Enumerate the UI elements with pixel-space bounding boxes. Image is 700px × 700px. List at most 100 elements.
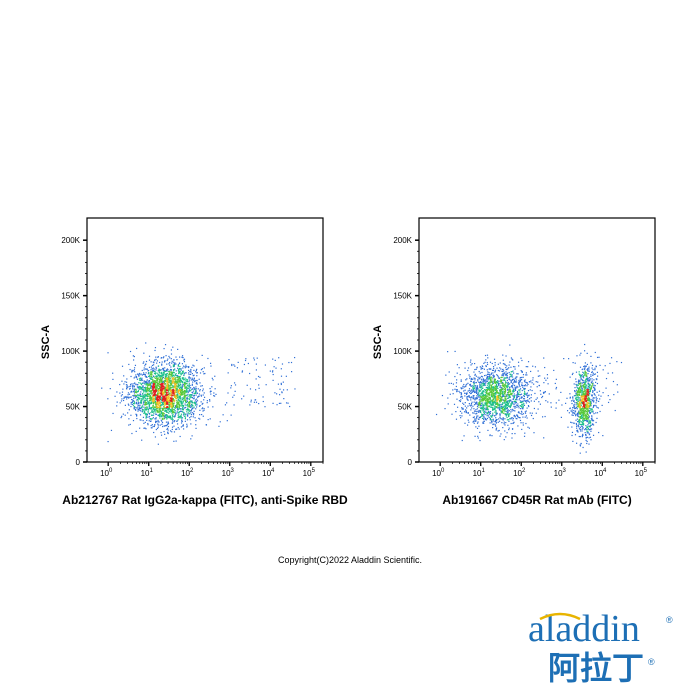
event-point: [476, 422, 479, 424]
event-point: [290, 361, 293, 364]
event-point: [582, 376, 584, 378]
event-point: [518, 411, 520, 413]
event-point: [182, 408, 185, 411]
event-point: [159, 410, 161, 412]
event-point: [512, 359, 514, 361]
event-point: [461, 395, 463, 398]
event-point: [167, 421, 169, 423]
event-point: [456, 364, 458, 366]
event-point: [166, 369, 168, 371]
event-point: [150, 418, 152, 420]
event-point: [499, 415, 501, 417]
event-point: [145, 408, 147, 410]
event-point: [538, 401, 540, 403]
event-point: [523, 400, 525, 402]
event-point: [181, 373, 183, 375]
event-point: [525, 372, 527, 374]
event-point: [171, 386, 173, 388]
event-point: [469, 384, 471, 386]
event-point: [525, 374, 527, 376]
event-point: [169, 377, 171, 379]
event-point: [510, 381, 512, 384]
event-point: [506, 411, 509, 413]
event-point: [520, 422, 522, 424]
event-point: [589, 424, 592, 426]
event-point: [185, 413, 187, 415]
event-point: [150, 371, 152, 373]
event-point: [179, 435, 181, 438]
event-point: [472, 387, 474, 389]
event-point: [135, 374, 137, 376]
event-point: [180, 398, 182, 400]
event-point: [480, 411, 482, 414]
event-point: [506, 406, 509, 409]
event-point: [614, 409, 616, 412]
event-point: [445, 374, 447, 376]
event-point: [495, 419, 497, 421]
event-point: [124, 396, 126, 398]
event-point: [114, 395, 116, 397]
event-point: [177, 375, 179, 377]
event-point: [144, 387, 146, 389]
event-point: [177, 402, 179, 404]
event-point: [232, 396, 234, 398]
event-point: [159, 409, 161, 411]
event-point: [160, 401, 162, 403]
event-point: [181, 363, 184, 365]
event-point: [143, 427, 145, 429]
event-point: [177, 365, 179, 367]
event-point: [161, 408, 164, 410]
event-point: [489, 418, 492, 420]
event-point: [287, 402, 289, 404]
event-point: [204, 372, 206, 375]
event-point: [183, 413, 185, 415]
event-point: [502, 426, 504, 429]
event-point: [532, 379, 534, 381]
event-point: [522, 424, 524, 426]
event-point: [181, 400, 183, 403]
event-point: [177, 381, 179, 383]
event-point: [487, 373, 489, 376]
event-point: [155, 366, 157, 368]
event-point: [154, 409, 156, 411]
event-point: [588, 366, 590, 368]
event-point: [183, 399, 185, 401]
event-point: [577, 397, 579, 399]
event-point: [180, 387, 183, 389]
event-point: [586, 420, 588, 423]
event-point: [176, 385, 178, 387]
event-point: [148, 379, 151, 382]
event-point: [144, 363, 147, 365]
event-point: [473, 386, 475, 388]
event-point: [157, 423, 159, 425]
event-point: [480, 384, 482, 386]
event-point: [478, 425, 480, 427]
event-point: [181, 420, 183, 423]
event-point: [133, 408, 135, 410]
event-point: [528, 427, 531, 429]
event-point: [154, 347, 157, 349]
event-point: [149, 390, 152, 393]
event-point: [504, 418, 506, 420]
event-point: [149, 383, 151, 385]
event-point: [164, 416, 166, 418]
event-point: [162, 409, 164, 411]
event-point: [154, 349, 156, 352]
event-point: [136, 394, 139, 396]
event-point: [464, 422, 466, 424]
event-point: [184, 418, 186, 420]
event-point: [120, 400, 123, 402]
event-point: [511, 417, 513, 419]
event-point: [530, 396, 532, 399]
event-point: [127, 396, 129, 398]
event-point: [133, 369, 135, 371]
event-point: [134, 409, 137, 411]
event-point: [147, 395, 149, 397]
event-point: [143, 410, 145, 412]
event-point: [146, 399, 148, 401]
event-point: [522, 374, 525, 376]
event-point: [138, 395, 141, 397]
event-point: [193, 402, 195, 404]
event-point: [184, 394, 186, 397]
event-point: [191, 408, 193, 411]
